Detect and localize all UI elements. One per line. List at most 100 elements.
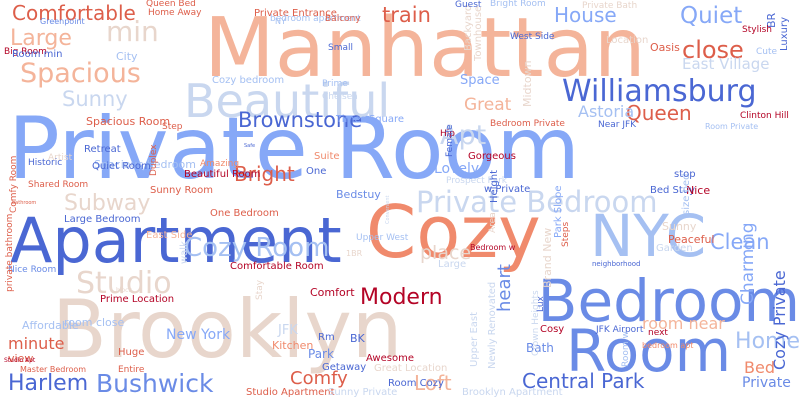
cloud-word: Cozy — [366, 190, 541, 274]
cloud-word: next — [648, 328, 668, 338]
cloud-word: Safe — [244, 143, 256, 149]
cloud-word: Upper West — [356, 233, 409, 243]
cloud-word: Guest — [455, 0, 482, 10]
cloud-word: room near — [642, 314, 725, 333]
cloud-word: Newly Renovated — [487, 281, 498, 369]
cloud-word: Area — [488, 212, 498, 233]
cloud-word: bedroom apt — [642, 341, 694, 350]
cloud-word: Suite — [314, 151, 340, 162]
cloud-word: Sunny — [662, 220, 697, 233]
cloud-word: Sunny Room — [150, 185, 213, 196]
cloud-word: Quiet Room — [92, 161, 151, 172]
cloud-word: Central Park — [522, 369, 645, 393]
cloud-word: East Village — [682, 55, 770, 73]
cloud-word: Apartment — [10, 204, 342, 277]
cloud-word: bedroom apartment — [270, 14, 361, 24]
cloud-word: Cozy Private — [770, 270, 789, 370]
cloud-word: NYC — [590, 202, 707, 270]
cloud-word: Comfortable Room — [230, 261, 324, 272]
cloud-word: Huge — [118, 347, 145, 358]
cloud-word: Cozy Room — [184, 233, 330, 263]
cloud-word: Female — [445, 124, 455, 157]
cloud-word: view — [8, 352, 34, 365]
cloud-word: heart — [494, 264, 515, 312]
cloud-word: Studio — [76, 266, 172, 301]
cloud-word: BK — [350, 332, 365, 345]
cloud-word: room close — [64, 316, 125, 329]
cloud-word: Room Cozy — [388, 378, 444, 389]
cloud-word: Garden — [656, 243, 693, 254]
cloud-word: Studio Apartment — [246, 387, 335, 398]
cloud-word: Private Room — [8, 99, 581, 199]
cloud-word: Brownstone — [238, 108, 363, 132]
cloud-word: Apt — [440, 120, 487, 151]
cloud-word: Great Location — [374, 363, 448, 374]
cloud-word: Large — [10, 26, 72, 51]
cloud-word: NY — [275, 17, 286, 26]
cloud-word: Cosy — [540, 324, 565, 335]
cloud-word: Shared Room — [28, 180, 89, 190]
cloud-word: Lovely — [434, 161, 480, 177]
cloud-word: Comfy — [290, 368, 348, 389]
cloud-word: private bathroom — [5, 213, 15, 292]
cloud-word: Peaceful — [668, 233, 715, 246]
cloud-word: Location — [606, 35, 649, 46]
cloud-word: Spacious — [20, 58, 141, 89]
cloud-word: Queen — [626, 101, 692, 125]
cloud-word: Height — [489, 169, 500, 203]
cloud-word: Clinton Hill — [740, 111, 789, 121]
cloud-word: House — [554, 3, 617, 27]
cloud-word: One — [306, 166, 327, 177]
cloud-word: Room min — [12, 49, 63, 60]
cloud-word: Space — [460, 73, 500, 88]
cloud-word: Big Room — [4, 47, 47, 57]
cloud-word: Brooklyn — [52, 283, 403, 376]
cloud-word: Astoria — [578, 102, 635, 121]
cloud-word: place — [420, 242, 472, 264]
cloud-word: Cute — [756, 47, 778, 57]
cloud-word: w Private — [484, 184, 531, 195]
cloud-word: One Bedroom — [210, 208, 279, 219]
cloud-word: Harlem — [8, 371, 89, 396]
cloud-word: Nice Room — [8, 265, 57, 275]
cloud-word: Quiet — [680, 3, 743, 29]
cloud-word: Stay — [255, 279, 265, 300]
cloud-word: Bushwick — [96, 369, 214, 398]
cloud-word: Large Bedroom — [64, 214, 141, 225]
cloud-word: Beautiful — [184, 74, 391, 128]
cloud-word: Home Away — [148, 8, 202, 18]
cloud-word: Nice — [686, 184, 711, 197]
cloud-word: Greenpoint — [40, 17, 85, 26]
cloud-word: Large — [438, 259, 467, 270]
cloud-word: Beautiful Room — [184, 169, 261, 180]
cloud-word: Bedroom Private — [490, 119, 565, 129]
cloud-word: Small — [328, 43, 353, 53]
cloud-word: Bright — [234, 162, 295, 186]
cloud-word: Bath — [526, 341, 554, 355]
cloud-word: Amazing — [200, 159, 240, 169]
cloud-word: Park — [308, 347, 334, 361]
cloud-word: Entire — [118, 365, 145, 375]
cloud-word: Clean — [710, 230, 770, 254]
cloud-word: Convenient — [385, 195, 391, 224]
cloud-word: Chelsea — [322, 92, 358, 102]
cloud-word: Spacious Room — [86, 115, 171, 128]
cloud-word: Modern — [360, 285, 443, 310]
cloud-word: Room — [566, 317, 732, 385]
cloud-word: Brand New — [541, 227, 554, 288]
cloud-word: Stylish — [742, 25, 772, 35]
cloud-word: Getaway — [322, 362, 367, 373]
cloud-word: Private Bath — [582, 1, 638, 11]
cloud-word: Artist — [48, 153, 73, 163]
cloud-word: Times Square — [336, 114, 405, 125]
cloud-word: Sunny Private — [328, 387, 398, 398]
cloud-word: Great — [464, 95, 512, 115]
cloud-word: New York — [166, 327, 231, 343]
cloud-word: Subway — [64, 191, 151, 216]
cloud-word: Bedroom w — [470, 243, 516, 252]
cloud-word: Prime Location — [100, 294, 175, 305]
cloud-word: Comfortable — [12, 1, 136, 25]
cloud-word: Kitchen — [272, 339, 314, 352]
cloud-word: Luxury — [779, 16, 790, 51]
cloud-word: Bedroom — [537, 267, 800, 335]
